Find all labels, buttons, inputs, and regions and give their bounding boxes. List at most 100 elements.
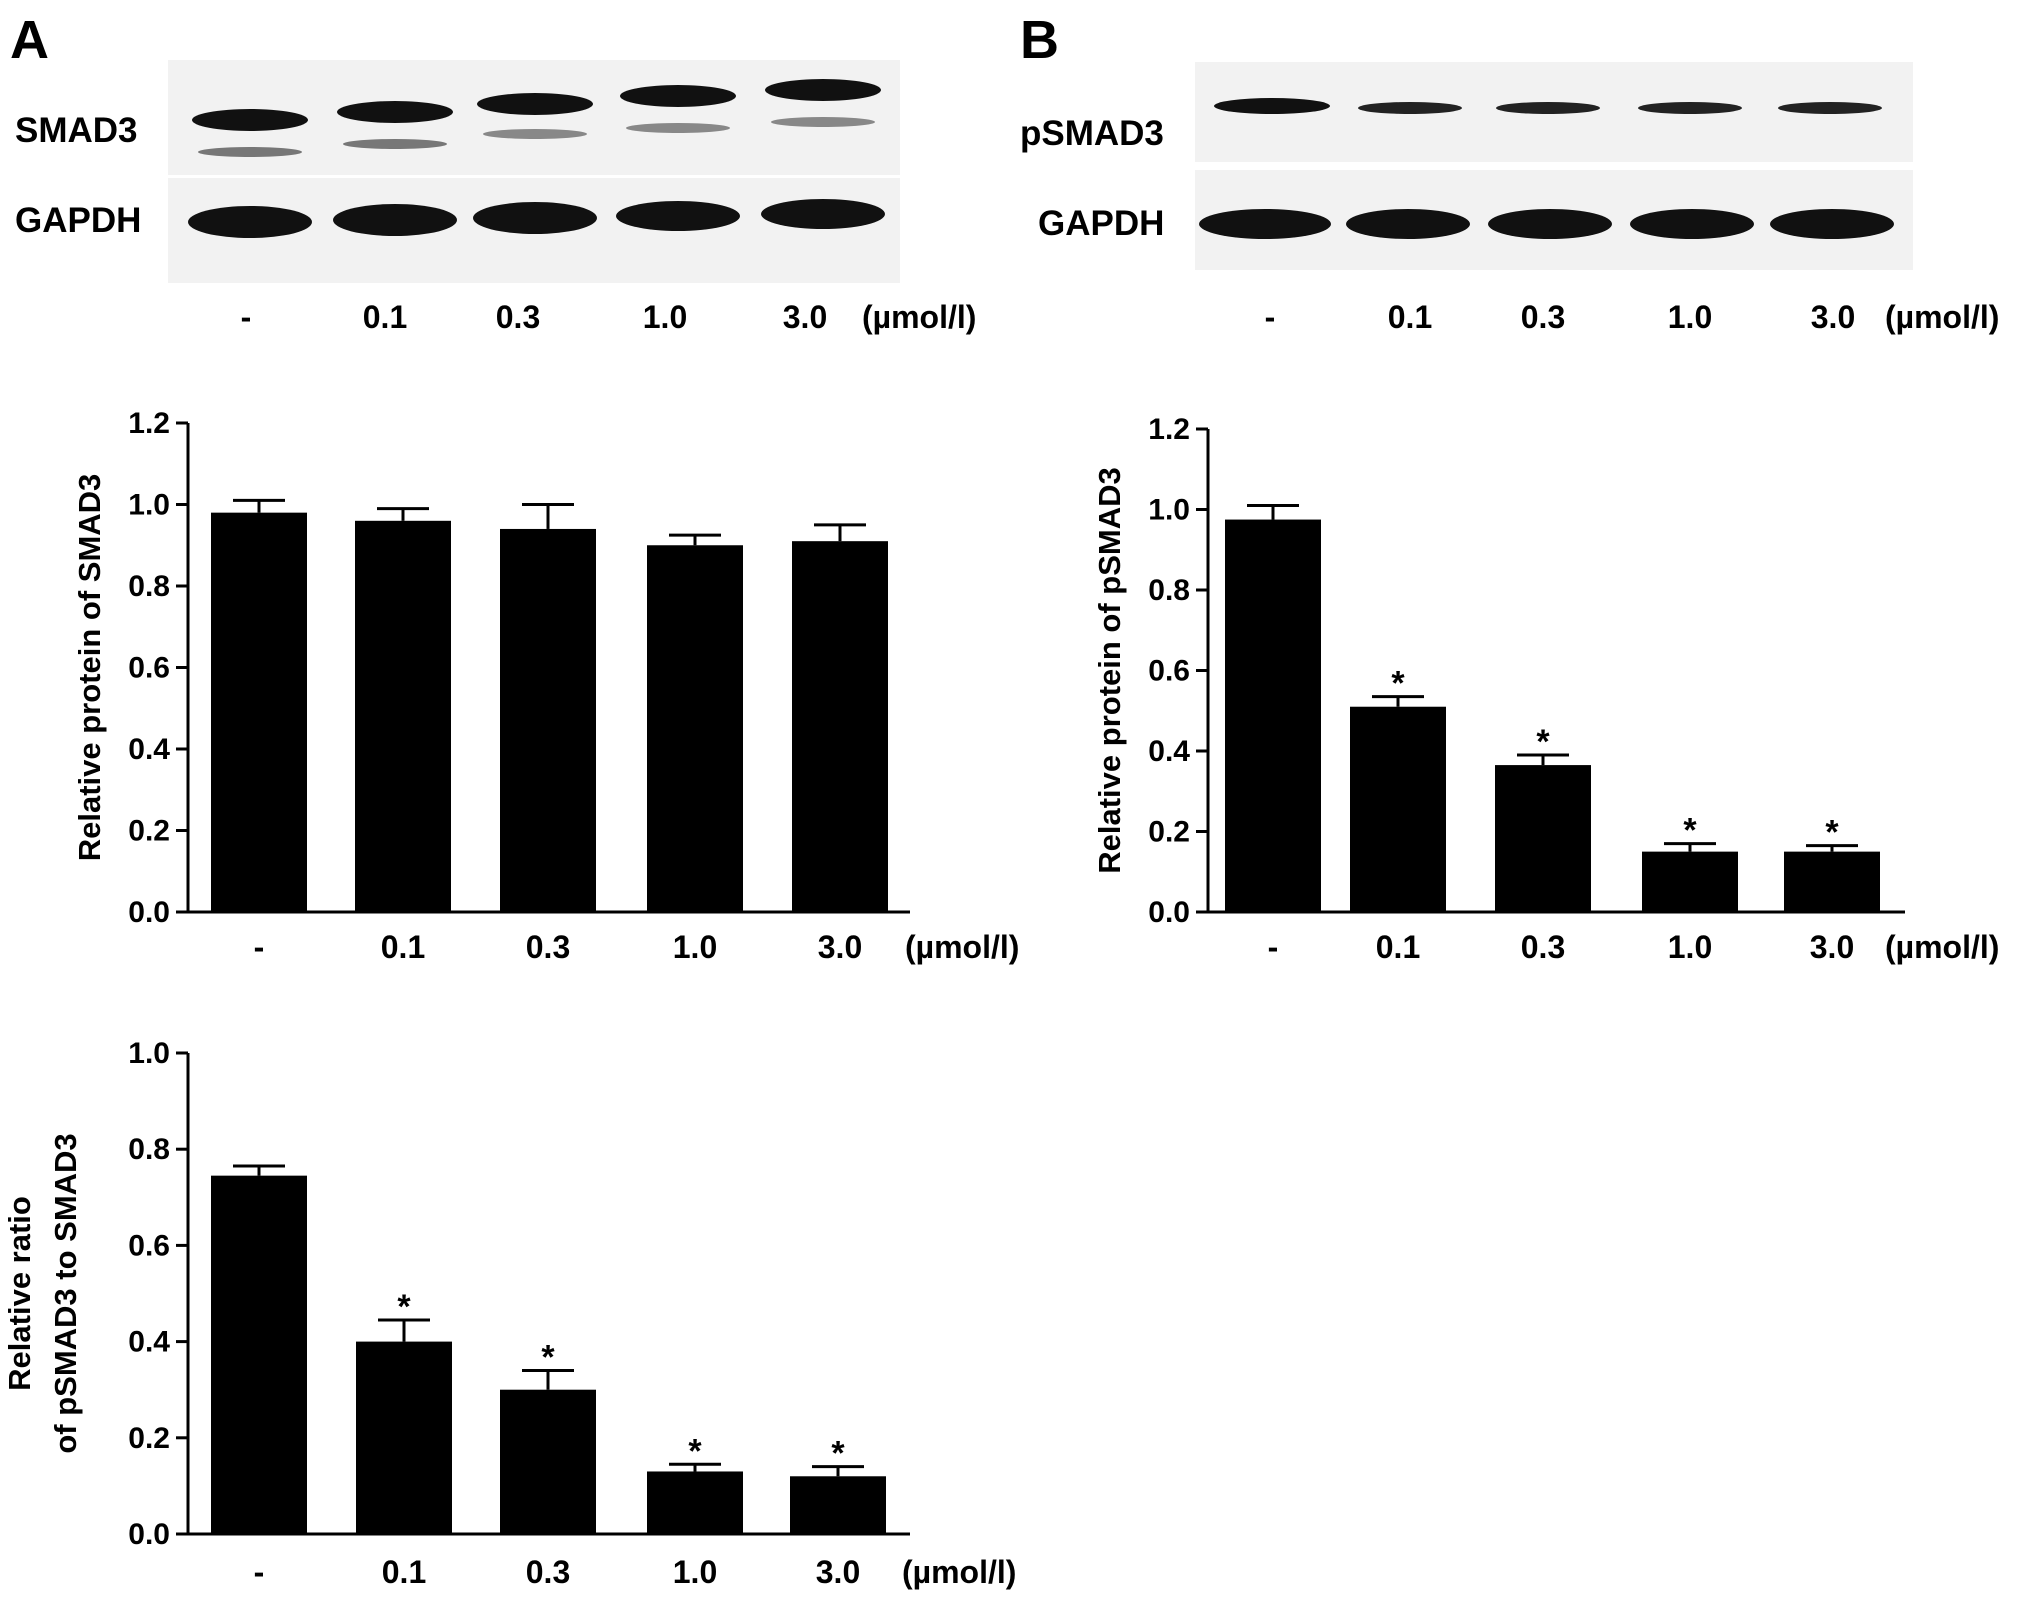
- x-tick-label: -: [1268, 929, 1279, 965]
- blot-b-lane-label: 0.1: [1388, 299, 1432, 335]
- x-tick-label: 3.0: [816, 1554, 860, 1590]
- blot-a-lane-label: 3.0: [783, 299, 827, 335]
- bar: [211, 1175, 307, 1534]
- blot-band: [188, 206, 312, 238]
- y-axis-title: Relative protein of pSMAD3: [1092, 467, 1127, 874]
- blot-b-gapdh-bands: [1199, 209, 1894, 239]
- y-tick-label: 0.0: [128, 896, 170, 929]
- blot-a-gapdh-bands: [188, 199, 885, 238]
- y-axis-title: Relative protein of SMAD3: [72, 474, 107, 862]
- y-tick-label: 0.0: [1148, 896, 1190, 929]
- blot-b-row-label-psmad3: pSMAD3: [1020, 114, 1164, 153]
- blot-band: [761, 199, 885, 229]
- x-tick-label: -: [254, 929, 265, 965]
- blot-band: [192, 109, 308, 131]
- blot-band: [765, 79, 881, 101]
- x-tick-label: 0.1: [382, 1554, 426, 1590]
- bar: [355, 520, 451, 912]
- blot-band: [198, 147, 302, 157]
- bar: [1350, 706, 1446, 912]
- x-unit-label: (µmol/l): [1885, 929, 1999, 965]
- y-axis-title-line: of pSMAD3 to SMAD3: [48, 1133, 83, 1453]
- blot-a-lane-label: 0.1: [363, 299, 407, 335]
- y-tick-label: 1.2: [1148, 413, 1190, 446]
- x-tick-label: 3.0: [1810, 929, 1854, 965]
- y-tick-label: 0.2: [128, 1422, 170, 1455]
- significance-marker: *: [1683, 812, 1697, 850]
- panel-letter-b: B: [1020, 10, 1059, 70]
- y-tick-label: 0.6: [128, 1229, 170, 1262]
- blot-band: [626, 123, 730, 133]
- blot-b-unit-label: (µmol/l): [1885, 299, 1999, 335]
- y-tick-label: 0.2: [1148, 816, 1190, 849]
- x-tick-label: 3.0: [818, 929, 862, 965]
- bar: [792, 541, 888, 912]
- bar: [647, 1471, 743, 1534]
- blot-a-lane-label: -: [241, 299, 252, 335]
- significance-marker: *: [1536, 723, 1550, 761]
- x-tick-label: 0.3: [526, 929, 570, 965]
- x-tick-label: 1.0: [673, 1554, 717, 1590]
- blot-band: [1778, 102, 1882, 114]
- y-tick-label: 0.6: [128, 652, 170, 685]
- blot-band: [477, 93, 593, 115]
- blot-band: [1770, 209, 1894, 239]
- bar: [647, 545, 743, 912]
- y-tick-label: 0.0: [128, 1518, 170, 1551]
- x-unit-label: (µmol/l): [905, 929, 1019, 965]
- y-tick-label: 1.0: [128, 1037, 170, 1070]
- x-tick-label: -: [254, 1554, 265, 1590]
- x-tick-label: 0.1: [1376, 929, 1420, 965]
- y-tick-label: 0.4: [1148, 735, 1190, 768]
- blot-b-lane-label: 1.0: [1668, 299, 1712, 335]
- x-tick-label: 0.3: [1521, 929, 1565, 965]
- y-tick-label: 1.0: [128, 489, 170, 522]
- blot-b-psmad3-bands: [1214, 98, 1882, 114]
- blot-a-lane-label: 1.0: [643, 299, 687, 335]
- y-tick-label: 0.4: [128, 733, 170, 766]
- bar-chart-psmad3: 0.0 0.2 0.4 0.6 0.8 1.0 1.2 - * 0.1 * 0.3 * 1.0 * 3.0 (µ…: [1092, 413, 1999, 965]
- blot-a-row-label-smad3: SMAD3: [15, 111, 138, 150]
- bar: [500, 528, 596, 912]
- significance-marker: *: [541, 1338, 555, 1376]
- bar: [1225, 519, 1321, 912]
- bar: [356, 1341, 452, 1534]
- blot-a-lane-label: 0.3: [496, 299, 540, 335]
- y-tick-label: 1.2: [128, 407, 170, 440]
- y-tick-label: 0.2: [128, 815, 170, 848]
- blot-b-row-label-gapdh: GAPDH: [1038, 204, 1164, 243]
- y-axis-title-line: Relative ratio: [2, 1196, 37, 1391]
- y-tick-label: 0.8: [128, 1133, 170, 1166]
- y-tick-label: 0.6: [1148, 655, 1190, 688]
- x-tick-label: 1.0: [1668, 929, 1712, 965]
- x-tick-label: 0.1: [381, 929, 425, 965]
- panel-letter-a: A: [10, 10, 49, 70]
- y-tick-label: 0.4: [128, 1326, 170, 1359]
- bar: [211, 512, 307, 912]
- blot-band: [1638, 102, 1742, 114]
- blot-band: [616, 201, 740, 231]
- bar-chart-smad3: 0.0 0.2 0.4 0.6 0.8 1.0 1.2 - 0.1 0.3 1.0 3.0 (µmol/…: [72, 407, 1019, 965]
- blot-band: [337, 101, 453, 123]
- y-tick-label: 0.8: [1148, 574, 1190, 607]
- blot-band: [771, 117, 875, 127]
- blot-b-lane-label: -: [1265, 299, 1276, 335]
- bar: [1784, 851, 1880, 912]
- blot-b-lane-label: 3.0: [1811, 299, 1855, 335]
- blot-band: [1496, 102, 1600, 114]
- bar: [500, 1389, 596, 1534]
- blot-band: [1199, 209, 1331, 239]
- significance-marker: *: [831, 1435, 845, 1473]
- blot-band: [1346, 209, 1470, 239]
- y-tick-label: 0.8: [128, 570, 170, 603]
- x-unit-label: (µmol/l): [902, 1554, 1016, 1590]
- blot-band: [333, 204, 457, 236]
- significance-marker: *: [397, 1288, 411, 1326]
- y-tick-label: 1.0: [1148, 494, 1190, 527]
- x-tick-label: 1.0: [673, 929, 717, 965]
- blot-band: [343, 139, 447, 149]
- blot-a-unit-label: (µmol/l): [862, 299, 976, 335]
- blot-band: [1630, 209, 1754, 239]
- bar-chart-ratio: 0.0 0.2 0.4 0.6 0.8 1.0 - * 0.1 * 0.3 * 1.0 * 3.0 (µmol…: [2, 1037, 1016, 1590]
